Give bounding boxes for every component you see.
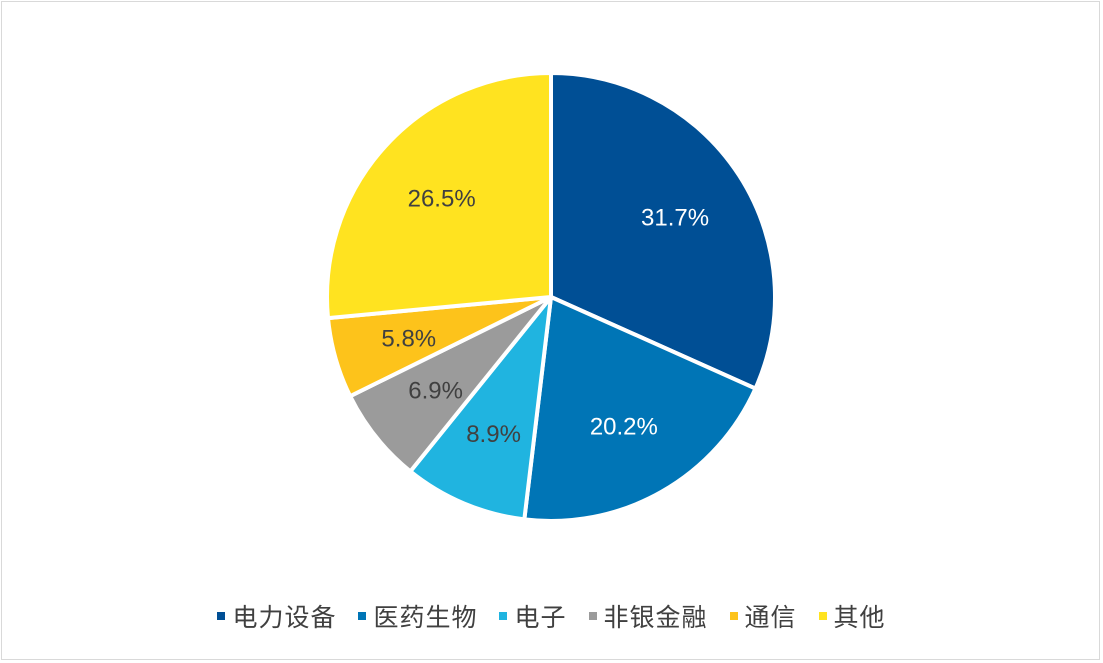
data-label-non-bank-finance: 6.9% [408, 377, 463, 404]
pie-slice-electronics [408, 295, 553, 522]
legend-label: 电子 [514, 603, 567, 632]
legend-item-power-equipment: 电力设备 [217, 598, 336, 634]
legend-swatch [818, 612, 827, 620]
legend-swatch [358, 612, 367, 620]
pie-slice-pharma-bio [522, 295, 758, 523]
legend-label: 医药生物 [373, 603, 478, 632]
legend-label: 非银金融 [603, 603, 708, 632]
data-label-telecom: 5.8% [381, 325, 436, 352]
legend-swatch [729, 612, 738, 620]
legend-label: 电力设备 [232, 603, 337, 632]
pie-slice-power-equipment [549, 71, 777, 391]
legend-swatch [588, 612, 597, 620]
legend-item-electronics: 电子 [499, 598, 566, 634]
legend-swatch [217, 612, 226, 620]
legend-item-others: 其他 [818, 598, 886, 634]
legend: 电力设备 医药生物 电子 非银金融 通信 其他 [0, 598, 1103, 634]
legend-label: 通信 [744, 603, 797, 632]
legend-label: 其他 [833, 603, 886, 632]
data-label-electronics: 8.9% [466, 421, 521, 448]
legend-item-non-bank-finance: 非银金融 [588, 598, 708, 634]
data-label-power-equipment: 31.7% [641, 205, 709, 232]
data-label-others: 26.5% [408, 186, 476, 213]
data-label-pharma-bio: 20.2% [590, 414, 658, 441]
legend-swatch [499, 612, 508, 620]
legend-item-telecom: 通信 [729, 598, 797, 634]
legend-item-pharma-bio: 医药生物 [358, 598, 477, 634]
pie-slice-others [325, 71, 553, 321]
